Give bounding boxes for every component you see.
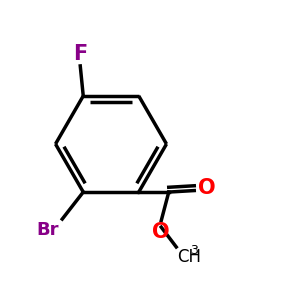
Text: O: O — [198, 178, 216, 198]
Text: Br: Br — [37, 220, 59, 238]
Text: F: F — [73, 44, 87, 64]
Text: 3: 3 — [190, 244, 198, 257]
Text: CH: CH — [177, 248, 201, 266]
Text: O: O — [152, 222, 170, 242]
